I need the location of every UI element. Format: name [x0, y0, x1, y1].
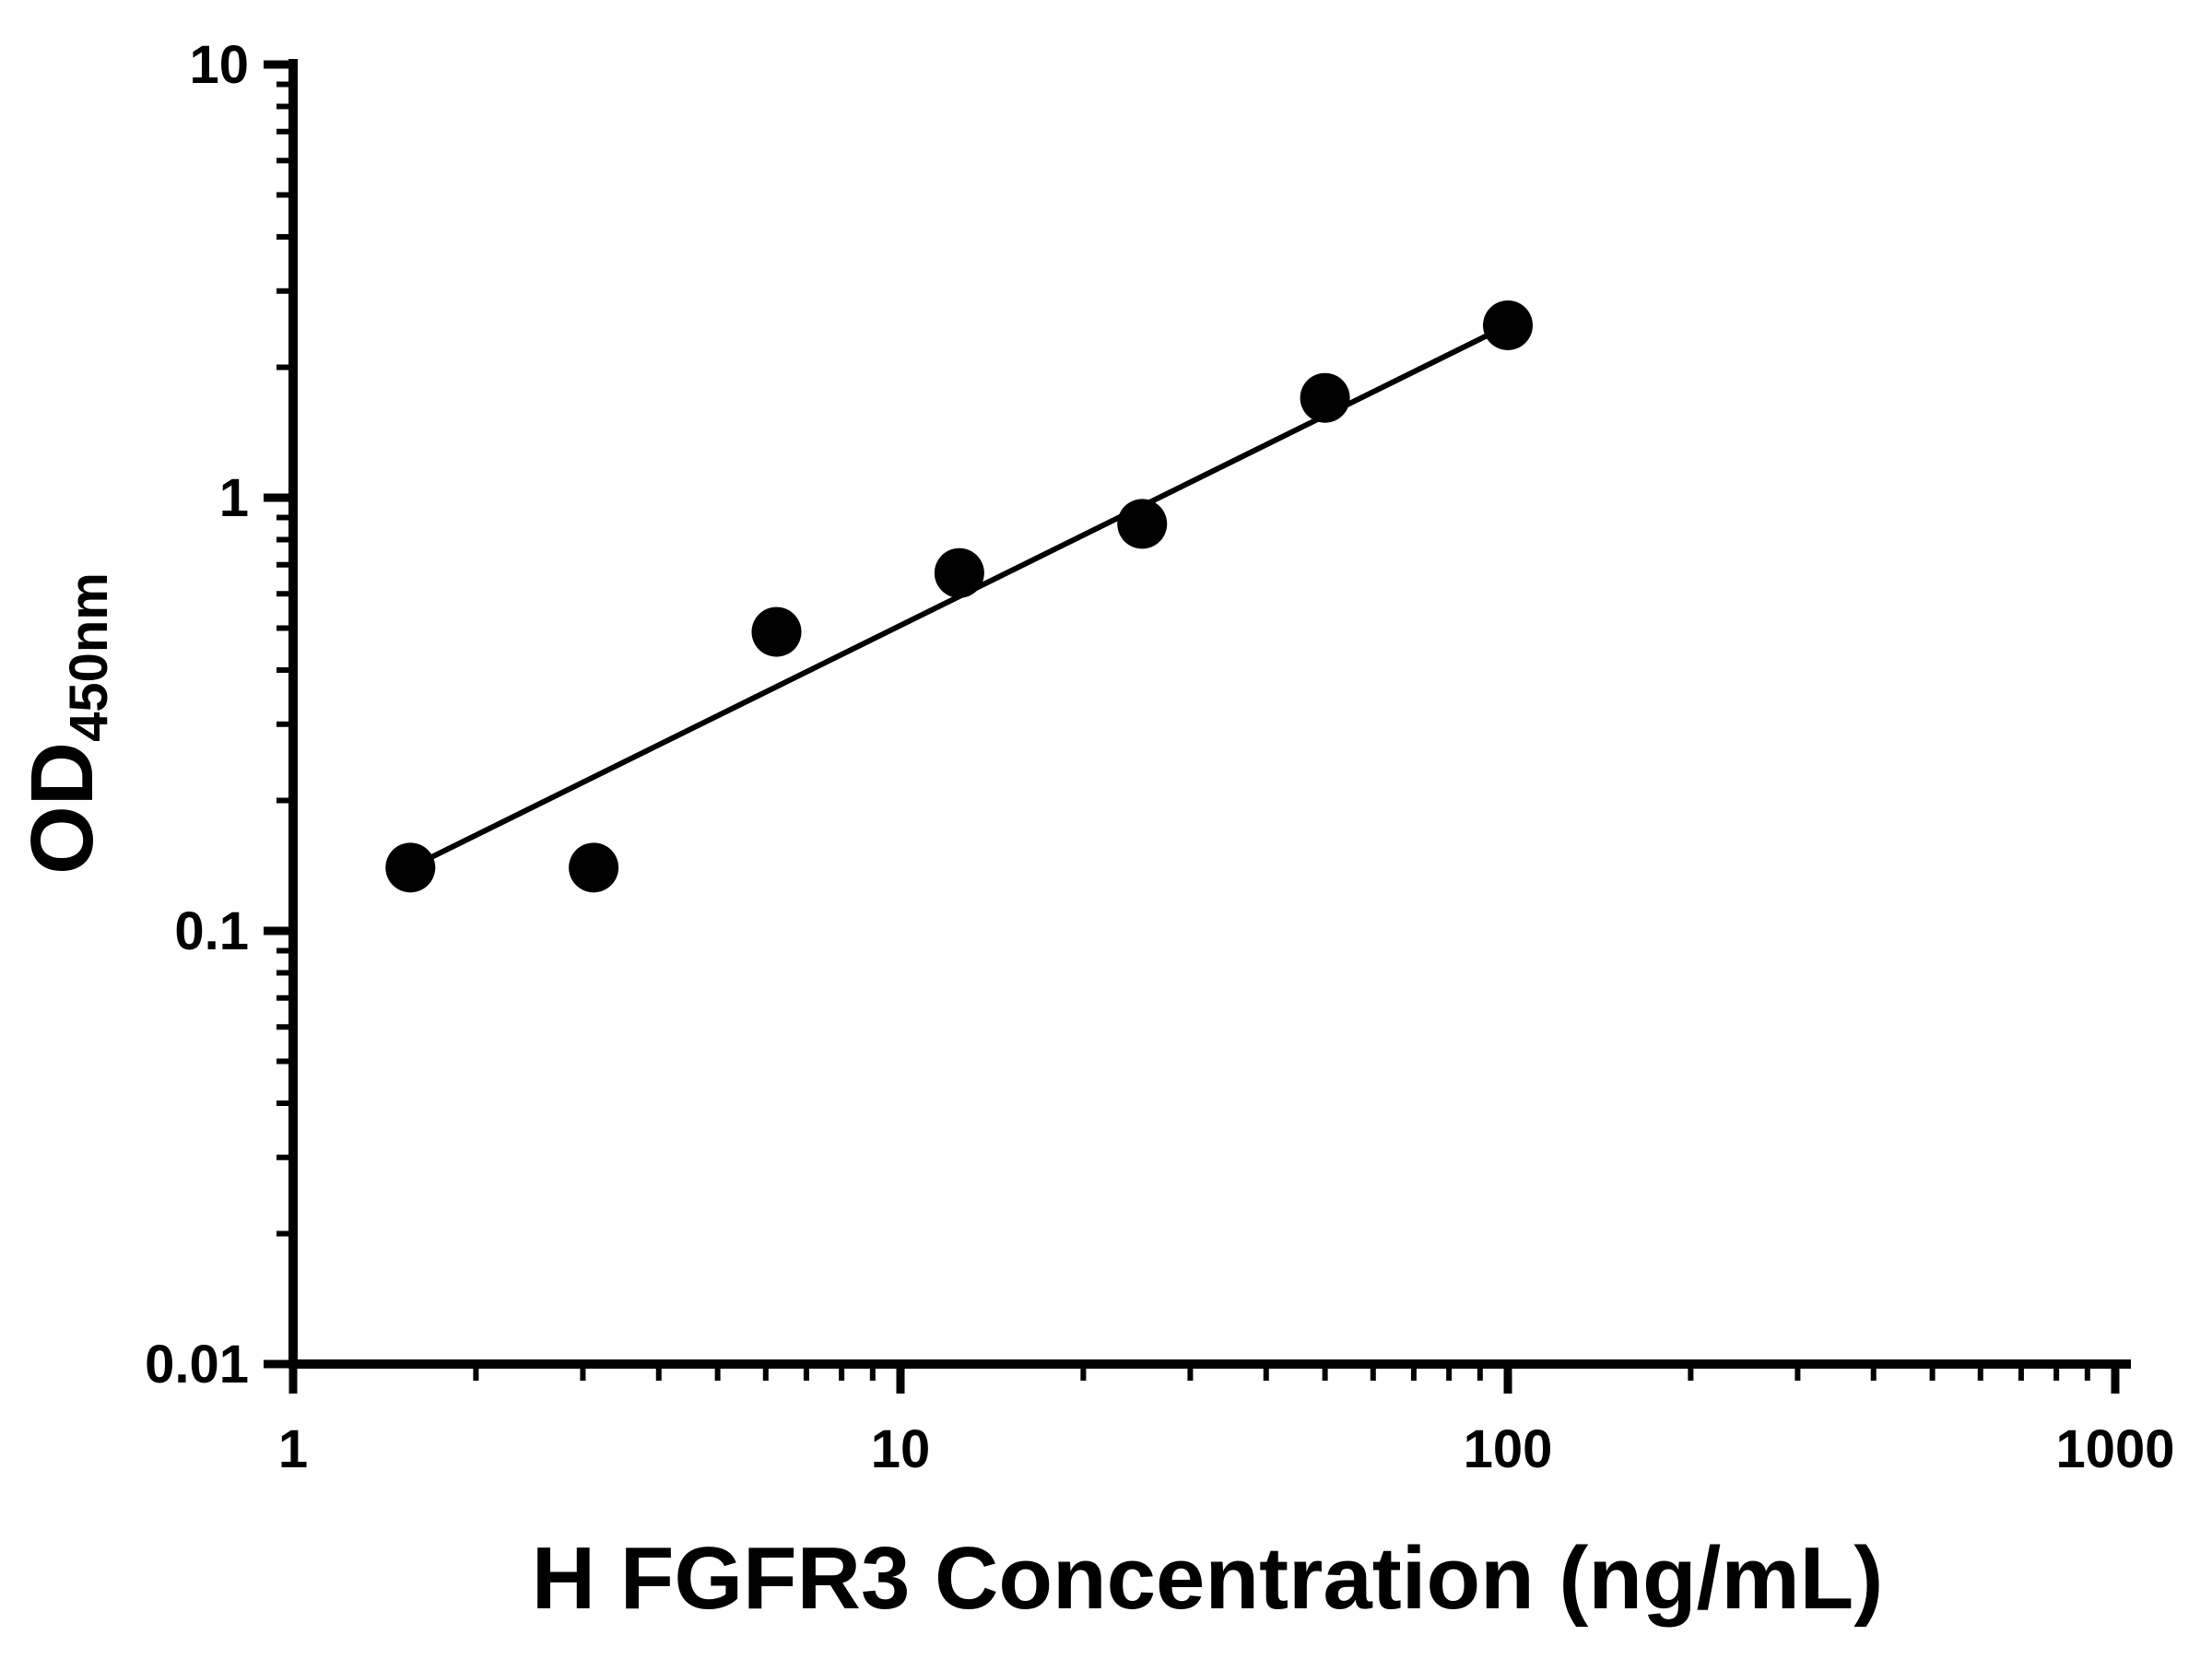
y-tick-label: 0.01	[145, 1335, 249, 1394]
y-tick-label: 10	[189, 35, 249, 95]
data-point	[934, 547, 984, 598]
data-point	[751, 606, 802, 657]
x-tick-label: 1	[278, 1419, 308, 1479]
y-axis-title-main: OD	[13, 742, 112, 875]
plot-layer: 1 10 100 1000 0.01 0.1 1 10	[145, 35, 2174, 1479]
data-point	[1483, 300, 1533, 350]
data-point	[385, 842, 436, 893]
data-point	[569, 842, 619, 893]
y-axis-title: OD450nm	[13, 572, 119, 875]
y-tick-label: 0.1	[174, 901, 249, 961]
x-tick-label: 10	[871, 1419, 931, 1479]
y-tick-label: 1	[219, 468, 249, 528]
y-axis-title-subscript: 450nm	[59, 572, 119, 742]
data-point	[1300, 372, 1350, 423]
x-tick-label: 1000	[2055, 1419, 2174, 1479]
x-tick-label: 100	[1464, 1419, 1553, 1479]
data-point	[1117, 499, 1168, 549]
x-axis-title: H FGFR3 Concentration (ng/mL)	[532, 1529, 1884, 1628]
axis-spine	[288, 59, 2131, 1369]
